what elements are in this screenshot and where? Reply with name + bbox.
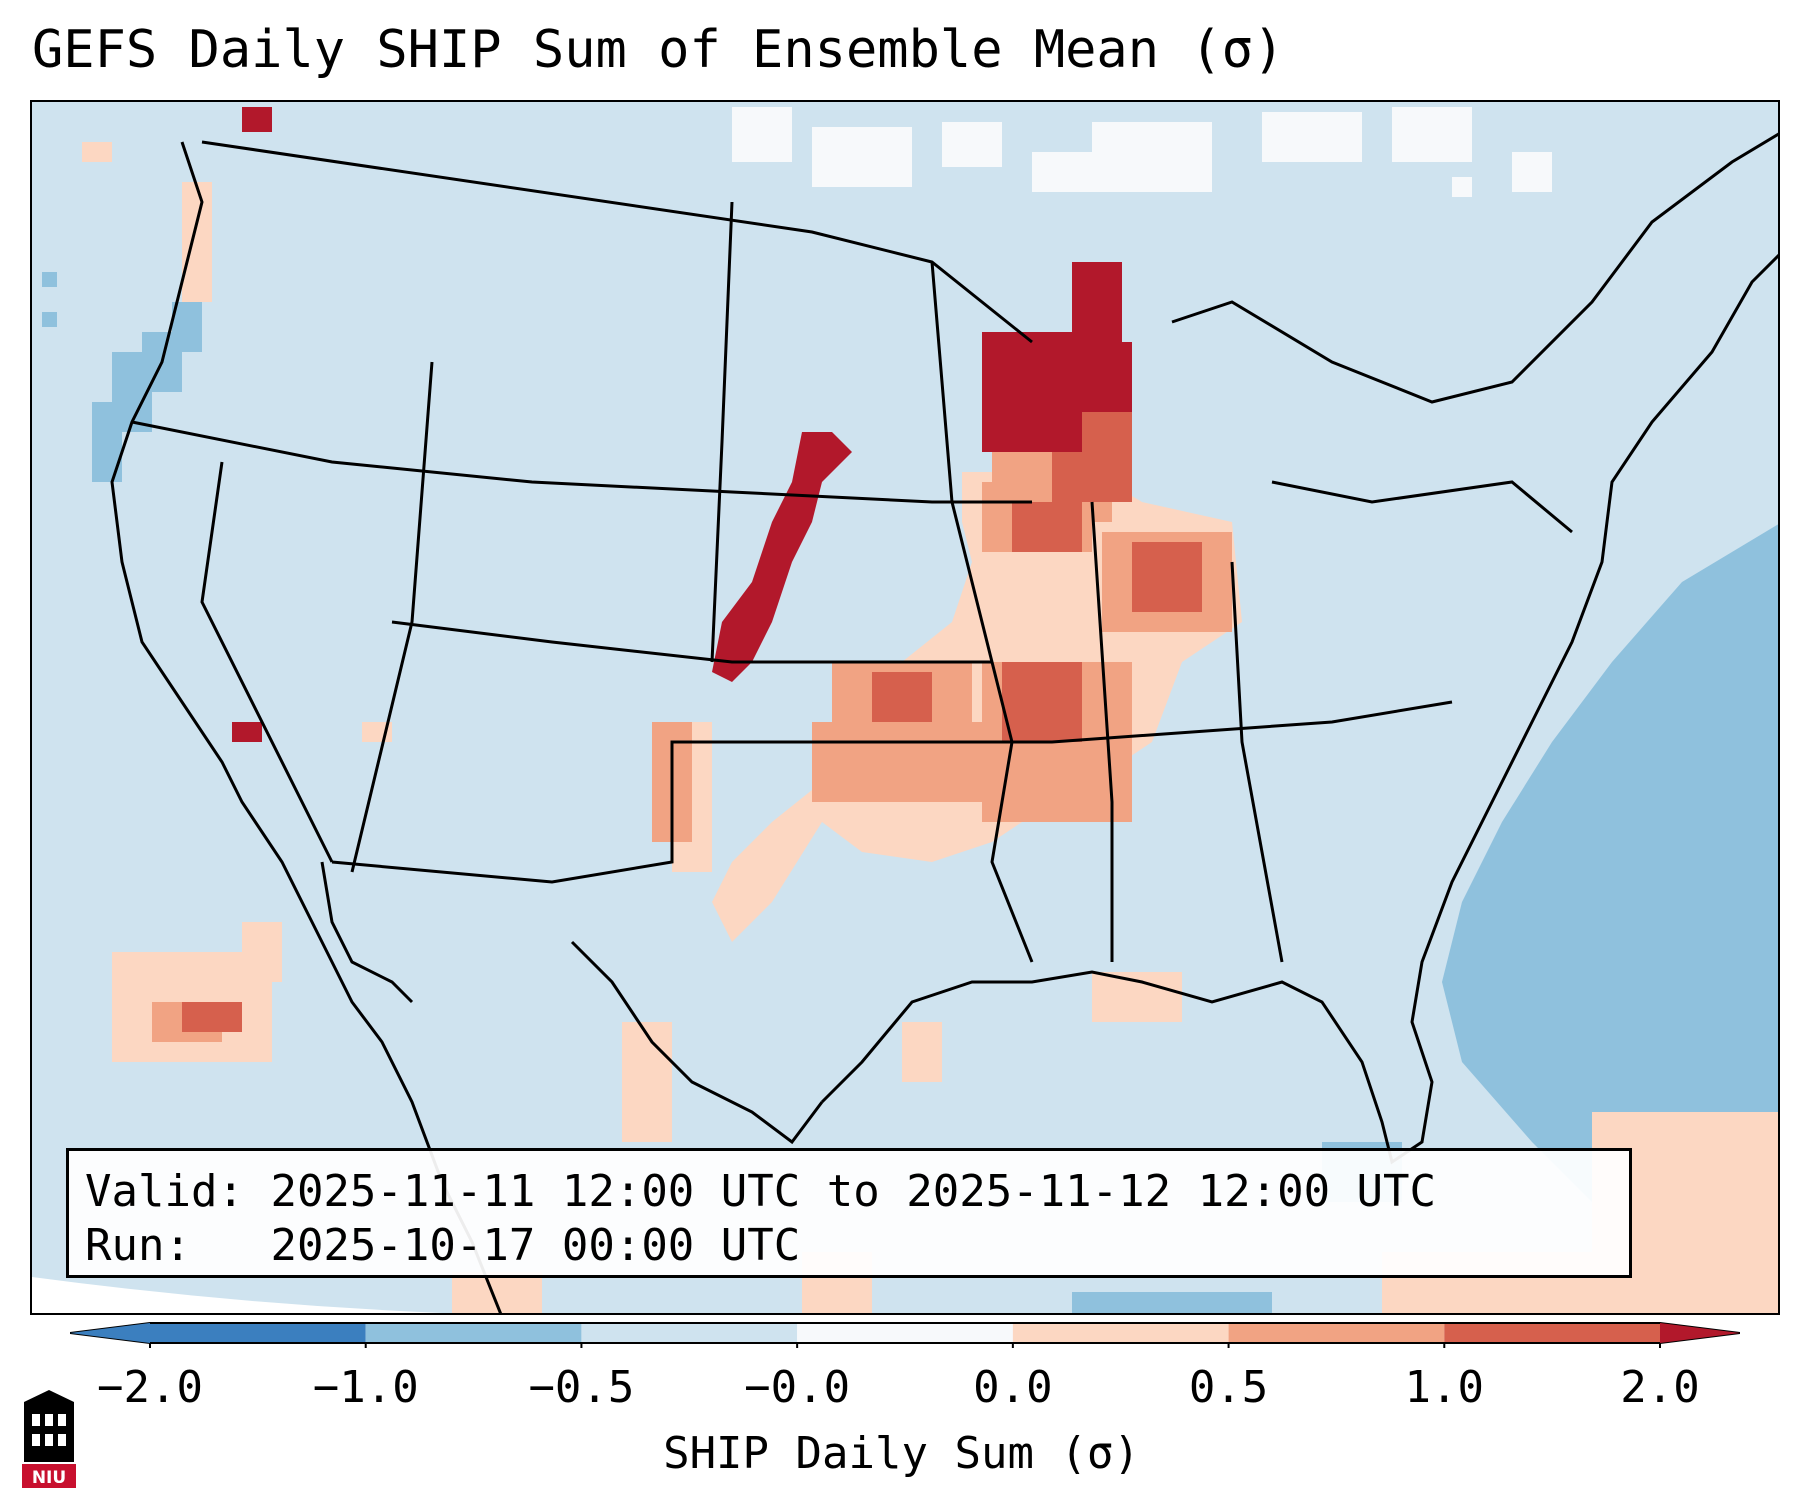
valid-label: Valid: (85, 1166, 244, 1217)
colorbar-label: SHIP Daily Sum (σ) (663, 1428, 1140, 1479)
atlantic-negative-region (1442, 524, 1778, 1222)
positive-extreme-region (232, 107, 1132, 742)
colorbar-tick-label: −0.5 (528, 1362, 635, 1413)
colorbar-tick-label: 1.0 (1404, 1362, 1485, 1413)
run-label: Run: (85, 1220, 191, 1271)
colorbar-segment (365, 1323, 582, 1343)
colorbar-tick-label: 0.0 (973, 1362, 1053, 1413)
map-panel (30, 100, 1780, 1315)
logo-text: NIU (32, 1468, 66, 1488)
colorbar-segment (1228, 1323, 1445, 1343)
near-zero-patches (732, 107, 1552, 197)
colorbar-segment (1012, 1323, 1229, 1343)
state-borders (131, 140, 1573, 963)
colorbar-tick-label: 0.5 (1188, 1362, 1269, 1413)
colorbar (70, 1322, 1740, 1348)
colorbar-extend-high (1660, 1323, 1740, 1343)
colorbar-segment (150, 1323, 366, 1343)
colorbar-segment (581, 1323, 798, 1343)
run-value: 2025-10-17 00:00 UTC (270, 1220, 801, 1271)
outside-domain (32, 1277, 443, 1313)
map-title: GEFS Daily SHIP Sum of Ensemble Mean (σ) (32, 20, 1285, 80)
valid-value: 2025-11-11 12:00 UTC to 2025-11-12 12:00… (270, 1166, 1437, 1217)
colorbar-tick-label: −0.0 (744, 1362, 851, 1413)
coastlines (110, 132, 1778, 1313)
colorbar-segment (797, 1323, 1013, 1343)
colorbar-tick-label: −2.0 (97, 1362, 203, 1413)
map-canvas (32, 102, 1778, 1313)
colorbar-segment (1444, 1323, 1660, 1343)
valid-run-info-box: Valid: 2025-11-11 12:00 UTC to 2025-11-1… (66, 1148, 1632, 1278)
niu-logo: NIU (22, 1390, 76, 1488)
colorbar-extend-low (70, 1323, 150, 1343)
positive-strong-region (182, 412, 1202, 1032)
colorbar-tick-label: −1.0 (312, 1362, 419, 1413)
colorbar-tick-label: 2.0 (1620, 1362, 1700, 1413)
